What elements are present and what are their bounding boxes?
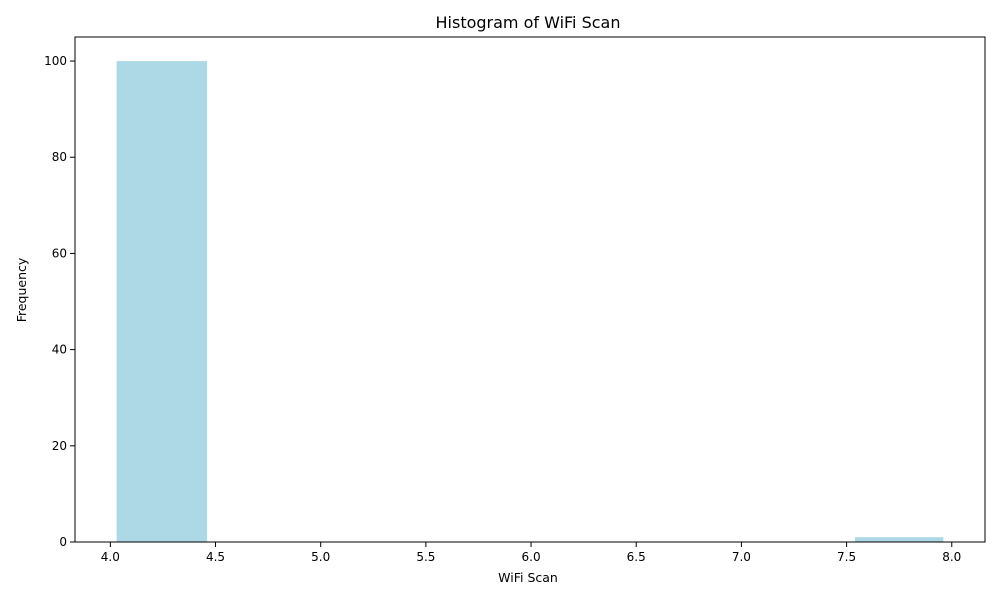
x-tick-label: 6.0 [522, 550, 541, 564]
chart-title: Histogram of WiFi Scan [436, 13, 621, 32]
histogram-bar-8 [855, 537, 944, 542]
histogram-bar-0 [116, 61, 208, 543]
x-tick-label: 4.0 [101, 550, 120, 564]
x-tick-label: 6.5 [627, 550, 646, 564]
y-axis-label: Frequency [14, 257, 29, 322]
x-axis: 4.0 4.5 5.0 5.5 6.0 6.5 7.0 7.5 8.0 [101, 542, 961, 564]
x-tick-label: 7.0 [732, 550, 751, 564]
x-tick-label: 8.0 [942, 550, 961, 564]
y-tick-label: 60 [52, 246, 67, 260]
y-tick-label: 0 [59, 535, 67, 549]
plot-frame [74, 36, 986, 543]
x-tick-label: 5.5 [416, 550, 435, 564]
y-tick-label: 80 [52, 150, 67, 164]
y-tick-label: 40 [52, 343, 67, 357]
x-tick-label: 7.5 [837, 550, 856, 564]
x-tick-label: 4.5 [206, 550, 225, 564]
x-axis-label: WiFi Scan [498, 570, 558, 585]
y-tick-label: 20 [52, 439, 67, 453]
x-tick-label: 5.0 [311, 550, 330, 564]
y-axis: 0 20 40 60 80 100 [44, 54, 75, 549]
y-tick-label: 100 [44, 54, 67, 68]
bars-group [116, 61, 944, 543]
